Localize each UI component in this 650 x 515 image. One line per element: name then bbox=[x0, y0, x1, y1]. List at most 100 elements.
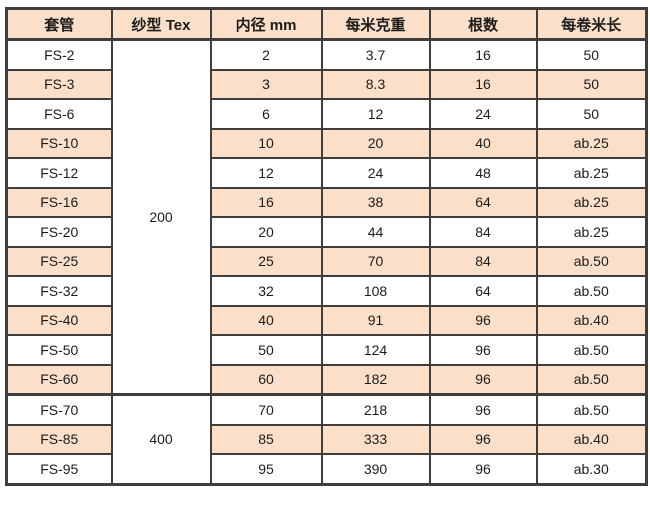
grams-per-meter-cell: 12 bbox=[320, 98, 431, 130]
table-row: FS-40 40 91 96 ab.40 bbox=[5, 304, 648, 336]
grams-per-meter-cell: 24 bbox=[320, 157, 431, 189]
meters-per-roll-cell: ab.40 bbox=[535, 423, 648, 455]
sleeve-model-cell: FS-25 bbox=[5, 245, 113, 277]
inner-diameter-cell: 6 bbox=[209, 98, 323, 130]
table-row: FS-2 200 2 3.7 16 50 bbox=[5, 38, 648, 396]
sleeve-model-cell: FS-95 bbox=[5, 453, 113, 485]
strand-count-cell: 16 bbox=[428, 38, 538, 71]
meters-per-roll-cell: ab.25 bbox=[535, 216, 648, 248]
meters-per-roll-cell: ab.25 bbox=[535, 127, 648, 159]
grams-per-meter-cell: 20 bbox=[320, 127, 431, 159]
meters-per-roll-cell: ab.50 bbox=[535, 275, 648, 307]
inner-diameter-cell: 40 bbox=[209, 304, 323, 336]
meters-per-roll-cell: ab.50 bbox=[535, 245, 648, 277]
grams-per-meter-cell: 218 bbox=[320, 393, 431, 426]
sleeve-model-cell: FS-70 bbox=[5, 393, 113, 426]
table-row: FS-32 32 108 64 ab.50 bbox=[5, 275, 648, 307]
strand-count-cell: 64 bbox=[428, 186, 538, 218]
grams-per-meter-cell: 333 bbox=[320, 423, 431, 455]
strand-count-cell: 16 bbox=[428, 68, 538, 100]
sleeve-spec-table: 套管 纱型 Tex 内径 mm 每米克重 根数 每卷米长 FS-2 200 2 3… bbox=[5, 7, 648, 486]
grams-per-meter-cell: 182 bbox=[320, 363, 431, 396]
inner-diameter-cell: 32 bbox=[209, 275, 323, 307]
sleeve-model-cell: FS-20 bbox=[5, 216, 113, 248]
inner-diameter-cell: 70 bbox=[209, 393, 323, 426]
strand-count-cell: 96 bbox=[428, 423, 538, 455]
sleeve-model-cell: FS-10 bbox=[5, 127, 113, 159]
table-row: FS-3 3 8.3 16 50 bbox=[5, 68, 648, 100]
tex-group-cell: 400 bbox=[110, 393, 212, 485]
grams-per-meter-cell: 8.3 bbox=[320, 68, 431, 100]
meters-per-roll-cell: 50 bbox=[535, 98, 648, 130]
meters-per-roll-cell: ab.50 bbox=[535, 393, 648, 426]
sleeve-model-cell: FS-6 bbox=[5, 98, 113, 130]
strand-count-cell: 84 bbox=[428, 216, 538, 248]
table-row: FS-6 6 12 24 50 bbox=[5, 98, 648, 130]
table-row: FS-85 85 333 96 ab.40 bbox=[5, 423, 648, 455]
inner-diameter-cell: 95 bbox=[209, 453, 323, 485]
sleeve-model-cell: FS-60 bbox=[5, 363, 113, 396]
table-row: FS-10 10 20 40 ab.25 bbox=[5, 127, 648, 159]
meters-per-roll-cell: ab.50 bbox=[535, 363, 648, 396]
sleeve-model-cell: FS-50 bbox=[5, 334, 113, 366]
table-row: FS-50 50 124 96 ab.50 bbox=[5, 334, 648, 366]
inner-diameter-cell: 3 bbox=[209, 68, 323, 100]
header-strand-count: 根数 bbox=[428, 7, 538, 41]
strand-count-cell: 96 bbox=[428, 363, 538, 396]
inner-diameter-cell: 10 bbox=[209, 127, 323, 159]
table-row: FS-95 95 390 96 ab.30 bbox=[5, 453, 648, 485]
strand-count-cell: 48 bbox=[428, 157, 538, 189]
header-meters-per-roll: 每卷米长 bbox=[535, 7, 648, 41]
strand-count-cell: 96 bbox=[428, 453, 538, 485]
sleeve-model-cell: FS-40 bbox=[5, 304, 113, 336]
grams-per-meter-cell: 44 bbox=[320, 216, 431, 248]
table-row: FS-60 60 182 96 ab.50 bbox=[5, 363, 648, 396]
header-sleeve: 套管 bbox=[5, 7, 113, 41]
meters-per-roll-cell: 50 bbox=[535, 38, 648, 71]
strand-count-cell: 64 bbox=[428, 275, 538, 307]
sleeve-model-cell: FS-85 bbox=[5, 423, 113, 455]
meters-per-roll-cell: ab.50 bbox=[535, 334, 648, 366]
strand-count-cell: 96 bbox=[428, 334, 538, 366]
meters-per-roll-cell: ab.25 bbox=[535, 157, 648, 189]
strand-count-cell: 84 bbox=[428, 245, 538, 277]
table-row: FS-70 400 70 218 96 ab.50 bbox=[5, 393, 648, 485]
tex-group-cell: 200 bbox=[110, 38, 212, 396]
strand-count-cell: 40 bbox=[428, 127, 538, 159]
inner-diameter-cell: 60 bbox=[209, 363, 323, 396]
table-row: FS-16 16 38 64 ab.25 bbox=[5, 186, 648, 218]
inner-diameter-cell: 85 bbox=[209, 423, 323, 455]
header-row: 套管 纱型 Tex 内径 mm 每米克重 根数 每卷米长 bbox=[5, 7, 648, 41]
sleeve-model-cell: FS-3 bbox=[5, 68, 113, 100]
table-row: FS-25 25 70 84 ab.50 bbox=[5, 245, 648, 277]
meters-per-roll-cell: ab.40 bbox=[535, 304, 648, 336]
grams-per-meter-cell: 124 bbox=[320, 334, 431, 366]
inner-diameter-cell: 16 bbox=[209, 186, 323, 218]
header-yarn-tex: 纱型 Tex bbox=[110, 7, 212, 41]
inner-diameter-cell: 2 bbox=[209, 38, 323, 71]
grams-per-meter-cell: 91 bbox=[320, 304, 431, 336]
sleeve-model-cell: FS-12 bbox=[5, 157, 113, 189]
sleeve-model-cell: FS-2 bbox=[5, 38, 113, 71]
grams-per-meter-cell: 108 bbox=[320, 275, 431, 307]
inner-diameter-cell: 25 bbox=[209, 245, 323, 277]
inner-diameter-cell: 20 bbox=[209, 216, 323, 248]
sleeve-model-cell: FS-16 bbox=[5, 186, 113, 218]
meters-per-roll-cell: 50 bbox=[535, 68, 648, 100]
strand-count-cell: 96 bbox=[428, 304, 538, 336]
meters-per-roll-cell: ab.25 bbox=[535, 186, 648, 218]
header-grams-per-meter: 每米克重 bbox=[320, 7, 431, 41]
grams-per-meter-cell: 38 bbox=[320, 186, 431, 218]
table-row: FS-12 12 24 48 ab.25 bbox=[5, 157, 648, 189]
grams-per-meter-cell: 3.7 bbox=[320, 38, 431, 71]
sleeve-model-cell: FS-32 bbox=[5, 275, 113, 307]
strand-count-cell: 96 bbox=[428, 393, 538, 426]
table-row: FS-20 20 44 84 ab.25 bbox=[5, 216, 648, 248]
inner-diameter-cell: 12 bbox=[209, 157, 323, 189]
inner-diameter-cell: 50 bbox=[209, 334, 323, 366]
header-inner-diameter: 内径 mm bbox=[209, 7, 323, 41]
strand-count-cell: 24 bbox=[428, 98, 538, 130]
grams-per-meter-cell: 390 bbox=[320, 453, 431, 485]
meters-per-roll-cell: ab.30 bbox=[535, 453, 648, 485]
